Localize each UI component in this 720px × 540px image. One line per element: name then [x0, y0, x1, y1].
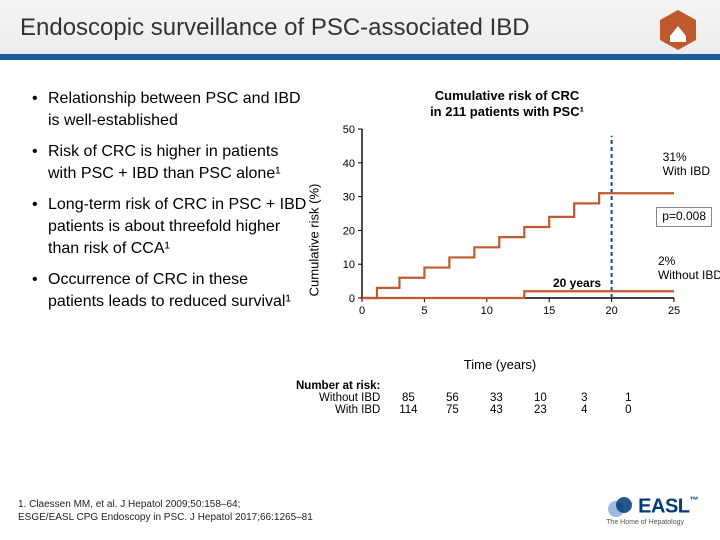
ann-pct: 31% — [663, 150, 687, 164]
svg-text:40: 40 — [343, 158, 355, 170]
svg-text:10: 10 — [481, 305, 493, 317]
header-bar: Endoscopic surveillance of PSC-associate… — [0, 0, 720, 60]
bullet-list: Relationship between PSC and IBD is well… — [32, 88, 308, 416]
logo-sub: The Home of Hepatology — [606, 519, 698, 526]
home-hex-icon — [656, 8, 700, 52]
chart-area: Cumulative risk (%) 01020304050051015202… — [332, 125, 702, 355]
ann-lbl: Without IBD — [658, 268, 720, 282]
chart-title-l2: in 211 patients with PSC¹ — [430, 104, 584, 119]
svg-text:0: 0 — [349, 293, 355, 305]
chart-column: Cumulative risk of CRC in 211 patients w… — [308, 88, 702, 416]
svg-text:10: 10 — [343, 259, 355, 271]
page-title: Endoscopic surveillance of PSC-associate… — [0, 0, 720, 56]
svg-text:50: 50 — [343, 124, 355, 136]
list-item: Relationship between PSC and IBD is well… — [32, 88, 308, 131]
svg-text:0: 0 — [359, 305, 365, 317]
number-at-risk: Number at risk:Without IBD8556331031With… — [290, 380, 702, 416]
content-row: Relationship between PSC and IBD is well… — [0, 60, 720, 416]
svg-text:20: 20 — [605, 305, 617, 317]
svg-text:30: 30 — [343, 192, 355, 204]
list-item: Occurrence of CRC in these patients lead… — [32, 269, 308, 312]
svg-text:25: 25 — [668, 305, 680, 317]
logo-icon — [606, 495, 634, 519]
ann-20yr: 20 years — [553, 277, 601, 291]
ann-without-ibd: 2% Without IBD — [658, 255, 720, 283]
ann-pct: 2% — [658, 254, 675, 268]
ref-l2: ESGE/EASL CPG Endoscopy in PSC. J Hepato… — [18, 512, 313, 523]
ann-pval: p=0.008 — [656, 207, 712, 227]
list-item: Risk of CRC is higher in patients with P… — [32, 141, 308, 184]
svg-text:15: 15 — [543, 305, 555, 317]
plot-box: 010203040500510152025 31% With IBD p=0.0… — [358, 125, 678, 330]
ann-with-ibd: 31% With IBD — [663, 151, 710, 179]
reference-text: 1. Claessen MM, et al. J Hepatol 2009;50… — [18, 499, 313, 524]
km-plot-svg: 010203040500510152025 — [358, 125, 678, 330]
svg-text:20: 20 — [343, 226, 355, 238]
chart-title-l1: Cumulative risk of CRC — [435, 88, 579, 103]
y-axis-label: Cumulative risk (%) — [307, 184, 322, 297]
ref-l1: 1. Claessen MM, et al. J Hepatol 2009;50… — [18, 499, 240, 510]
svg-text:5: 5 — [421, 305, 427, 317]
easl-logo: EASL™ The Home of Hepatology — [606, 495, 698, 526]
chart-title: Cumulative risk of CRC in 211 patients w… — [312, 88, 702, 119]
x-axis-label: Time (years) — [340, 357, 660, 372]
ann-lbl: With IBD — [663, 164, 710, 178]
list-item: Long-term risk of CRC in PSC + IBD patie… — [32, 194, 308, 259]
logo-text: EASL — [638, 495, 689, 517]
